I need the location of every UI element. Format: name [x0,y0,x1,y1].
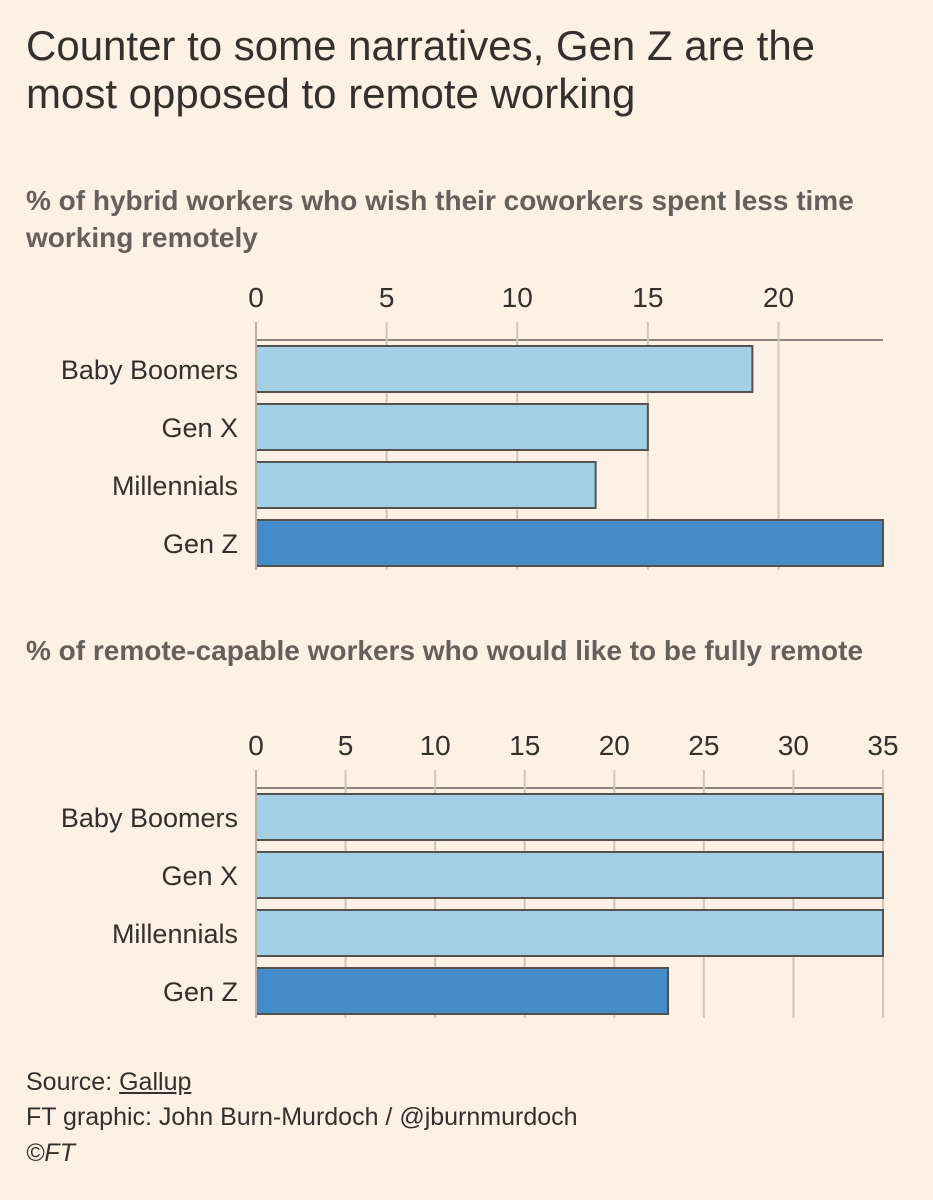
category-label: Millennials [112,471,238,501]
bar-gen-z [255,519,884,567]
x-tick-label: 15 [632,282,663,313]
category-label: Baby Boomers [61,355,238,385]
x-tick-label: 25 [688,730,719,761]
category-label: Gen Z [163,977,238,1007]
x-tick-label: 5 [338,730,354,761]
source-line: Source: Gallup [26,1065,906,1099]
x-tick-label: 35 [867,730,898,761]
graphic-credit: FT graphic: John Burn-Murdoch / @jburnmu… [26,1103,578,1131]
chart-1-subtitle: % of hybrid workers who wish their cowor… [26,185,854,253]
copyright: ©FT [26,1139,75,1167]
category-label: Baby Boomers [61,803,238,833]
bar-millennials [255,909,884,957]
chart-title: Counter to some narratives, Gen Z are th… [26,22,816,117]
category-label: Millennials [112,919,238,949]
chart-2: 0 5 10 15 20 25 30 35 Baby Boomers Gen X Millennia… [61,730,899,1018]
category-label: Gen X [161,861,238,891]
x-tick-label: 5 [379,282,395,313]
category-label: Gen X [161,413,238,443]
x-tick-label: 0 [248,282,264,313]
x-tick-label: 30 [778,730,809,761]
bar-gen-z [255,967,670,1015]
chart-2-subtitle: % of remote-capable workers who would li… [26,635,864,666]
bar-baby-boomers [255,345,754,393]
x-tick-label: 20 [599,730,630,761]
x-tick-label: 0 [248,730,264,761]
chart-1: 0 5 10 15 20 Baby Boomers Gen X Millennials Gen … [61,282,884,570]
x-tick-label: 20 [763,282,794,313]
bar-baby-boomers [255,793,884,841]
bar-millennials [255,461,597,509]
bar-gen-x [255,403,649,451]
source-prefix: Source: [26,1068,120,1096]
x-tick-label: 10 [420,730,451,761]
bar-gen-x [255,851,884,899]
x-tick-label: 15 [509,730,540,761]
x-tick-label: 10 [502,282,533,313]
source-link[interactable]: Gallup [119,1068,192,1096]
category-label: Gen Z [163,529,238,559]
